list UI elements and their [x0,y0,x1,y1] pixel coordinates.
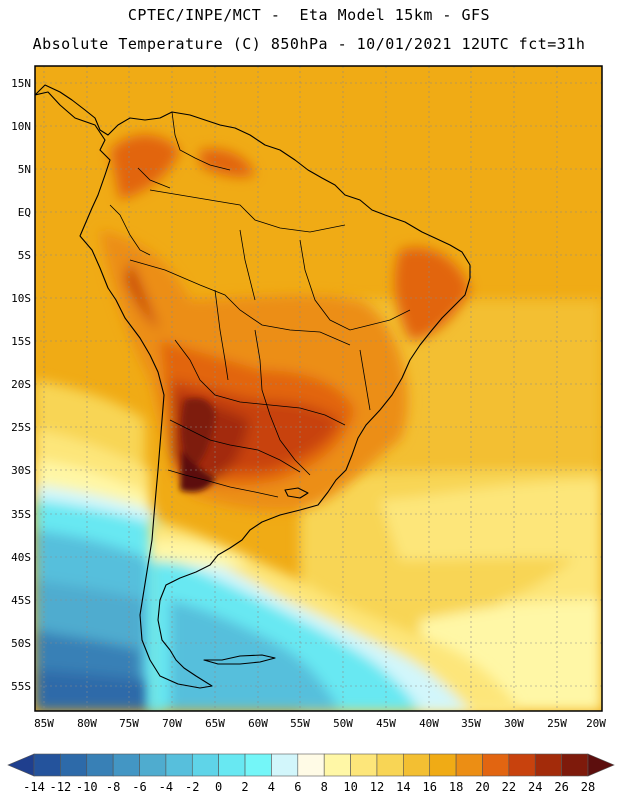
colorbar-label: -2 [185,780,199,794]
colorbar-swatch [534,753,562,777]
lon-label: 50W [333,717,353,730]
colorbar-label: 0 [215,780,222,794]
colorbar [7,753,615,777]
colorbar-low-arrow [7,753,35,777]
map-title-line1: CPTEC/INPE/MCT - Eta Model 15km - GFS [127,6,491,24]
colorbar-swatch [218,753,246,777]
colorbar-label: 28 [581,780,595,794]
colorbar-labels: -14 -12 -10 -8 -6 -4 -2 0 2 4 6 8 10 12 14 16 18 20 22 24 26… [23,780,595,794]
colorbar-swatch [482,753,510,777]
lat-label: 5S [18,249,31,262]
lon-label: 65W [205,717,225,730]
lon-label: 25W [547,717,567,730]
colorbar-label: 4 [268,780,275,794]
lon-label: 45W [376,717,396,730]
map-title-line2: Absolute Temperature (C) 850hPa - 10/01/… [32,35,586,53]
colorbar-label: 14 [396,780,410,794]
lat-label: 25S [11,421,31,434]
colorbar-swatch [350,753,378,777]
lon-label: 20W [586,717,606,730]
lon-label: 80W [77,717,97,730]
lon-label: 70W [162,717,182,730]
colorbar-label: 10 [343,780,357,794]
colorbar-swatch [60,753,88,777]
lon-label: 55W [290,717,310,730]
colorbar-label: 20 [475,780,489,794]
latitude-labels: 15N 10N 5N EQ 5S 10S 15S 20S 25S 30S 35S… [11,77,31,693]
lat-label: 40S [11,551,31,564]
colorbar-label: 6 [294,780,301,794]
lat-label: 30S [11,464,31,477]
map-frame [34,65,603,712]
temperature-field [35,66,602,711]
colorbar-label: 24 [528,780,542,794]
colorbar-swatch [191,753,219,777]
colorbar-label: -10 [76,780,98,794]
colorbar-swatch [561,753,589,777]
longitude-labels: 85W 80W 75W 70W 65W 60W 55W 50W 45W 40W … [34,717,606,730]
lat-label: EQ [18,206,31,219]
colorbar-label: 16 [422,780,436,794]
colorbar-swatch [165,753,193,777]
colorbar-swatch [403,753,431,777]
colorbar-label: 2 [241,780,248,794]
colorbar-swatch [244,753,272,777]
lon-label: 30W [504,717,524,730]
colorbar-swatch [323,753,351,777]
colorbar-label: 22 [502,780,516,794]
colorbar-label: -14 [23,780,45,794]
lon-label: 75W [119,717,139,730]
colorbar-swatch [271,753,299,777]
colorbar-label: -8 [106,780,120,794]
lon-label: 40W [419,717,439,730]
lat-label: 15N [11,77,31,90]
colorbar-swatch [112,753,140,777]
lat-label: 45S [11,594,31,607]
colorbar-label: 12 [370,780,384,794]
colorbar-high-arrow [587,753,615,777]
colorbar-label: -6 [132,780,146,794]
country-borders [109,111,411,498]
colorbar-swatch [139,753,167,777]
colorbar-swatch [297,753,325,777]
colorbar-label: 26 [554,780,568,794]
lat-label: 10S [11,292,31,305]
lat-label: 5N [18,163,31,176]
lat-label: 20S [11,378,31,391]
colorbar-label: -4 [159,780,173,794]
colorbar-label: -12 [50,780,72,794]
colorbar-label: 18 [449,780,463,794]
lat-label: 50S [11,637,31,650]
coastlines [35,84,471,689]
colorbar-swatch [429,753,457,777]
lon-label: 85W [34,717,54,730]
colorbar-label: 8 [321,780,328,794]
colorbar-swatch [33,753,61,777]
colorbar-swatch [508,753,536,777]
lat-label: 35S [11,508,31,521]
colorbar-swatch [86,753,114,777]
lon-label: 60W [248,717,268,730]
lat-label: 55S [11,680,31,693]
colorbar-swatch [376,753,404,777]
lat-label: 15S [11,335,31,348]
colorbar-swatch [455,753,483,777]
lon-label: 35W [461,717,481,730]
lat-label: 10N [11,120,31,133]
